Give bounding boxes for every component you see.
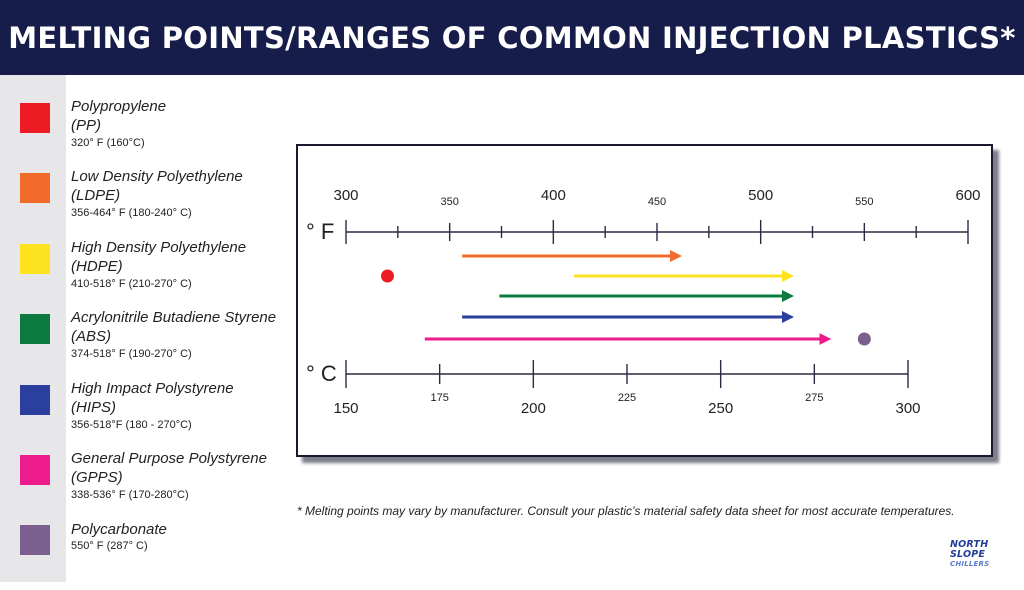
legend-name: Low Density Polyethylene <box>71 168 243 185</box>
legend-item: Low Density Polyethylene (LDPE) 356-464° … <box>0 167 290 237</box>
legend-abbr: (ABS) <box>71 328 112 345</box>
legend-swatch <box>20 103 50 133</box>
legend-item: Acrylonitrile Butadiene Styrene (ABS) 374… <box>0 308 290 378</box>
c-axis-minor-label: 275 <box>805 392 823 404</box>
brand-logo: NORTH SLOPE CHILLERS <box>950 540 1016 576</box>
melting-point-dot <box>380 269 394 283</box>
legend-abbr: (HDPE) <box>71 258 123 275</box>
c-axis-major-label: 300 <box>895 400 920 417</box>
f-axis-major-label: 500 <box>748 187 773 204</box>
legend-range: 410-518° F (210-270° C) <box>71 278 192 290</box>
logo-line-2: SLOPE <box>950 549 986 560</box>
legend-range: 356-518°F (180 - 270°C) <box>71 419 192 431</box>
logo-line-1: NORTH <box>950 539 989 550</box>
legend-name: Polycarbonate <box>71 521 167 538</box>
legend-range: 550° F (287° C) <box>71 540 148 552</box>
legend-item: High Density Polyethylene (HDPE) 410-518°… <box>0 238 290 308</box>
f-axis-major-label: 400 <box>541 187 566 204</box>
f-axis-major-label: 600 <box>955 187 980 204</box>
legend-name: Polypropylene <box>71 98 167 115</box>
legend-abbr: (HIPS) <box>71 399 116 416</box>
legend-range: 356-464° F (180-240° C) <box>71 207 192 219</box>
c-axis-minor-label: 175 <box>430 392 448 404</box>
logo-line-3: CHILLERS <box>950 560 990 568</box>
legend-name: Acrylonitrile Butadiene Styrene <box>71 309 277 326</box>
legend-swatch <box>20 314 50 344</box>
melting-range-chart: 300 400 500 600 350 450 550 ° F 150 200 250 300 175 2… <box>306 187 981 417</box>
legend-abbr: (PP) <box>71 117 101 134</box>
legend-item: General Purpose Polystyrene (GPPS) 338-53… <box>0 449 290 519</box>
c-axis-major-label: 250 <box>708 400 733 417</box>
legend-item: Polycarbonate 550° F (287° C) <box>0 520 290 590</box>
legend: Polypropylene (PP) 320° F (160°C) Low Den… <box>0 75 290 582</box>
f-axis-minor-label: 550 <box>855 196 873 208</box>
legend-name: General Purpose Polystyrene <box>71 450 267 467</box>
melting-point-dot <box>857 332 871 346</box>
legend-swatch <box>20 385 50 415</box>
page-title: MELTING POINTS/RANGES OF COMMON INJECTIO… <box>8 20 1016 55</box>
legend-name: High Impact Polystyrene <box>71 380 234 397</box>
c-axis-major-label: 200 <box>521 400 546 417</box>
chart-panel: 300 400 500 600 350 450 550 ° F 150 200 250 300 175 2… <box>296 144 993 457</box>
legend-abbr: (LDPE) <box>71 187 121 204</box>
f-axis-minor-label: 350 <box>440 196 458 208</box>
legend-swatch <box>20 525 50 555</box>
legend-item: Polypropylene (PP) 320° F (160°C) <box>0 97 290 167</box>
title-bar: MELTING POINTS/RANGES OF COMMON INJECTIO… <box>0 0 1024 75</box>
legend-range: 320° F (160°C) <box>71 137 145 149</box>
legend-swatch <box>20 455 50 485</box>
legend-swatch <box>20 244 50 274</box>
legend-range: 338-536° F (170-280°C) <box>71 489 189 501</box>
f-axis-title: ° F <box>306 219 334 244</box>
legend-range: 374-518° F (190-270° C) <box>71 348 192 360</box>
f-axis-minor-label: 450 <box>648 196 666 208</box>
legend-name: High Density Polyethylene <box>71 239 247 256</box>
c-axis-major-label: 150 <box>333 400 358 417</box>
c-axis-minor-label: 225 <box>618 392 636 404</box>
legend-swatch <box>20 173 50 203</box>
f-axis-major-label: 300 <box>333 187 358 204</box>
legend-item: High Impact Polystyrene (HIPS) 356-518°F … <box>0 379 290 449</box>
c-axis-title: ° C <box>306 361 337 386</box>
legend-abbr: (GPPS) <box>71 469 123 486</box>
footnote: * Melting points may vary by manufacture… <box>297 504 955 518</box>
